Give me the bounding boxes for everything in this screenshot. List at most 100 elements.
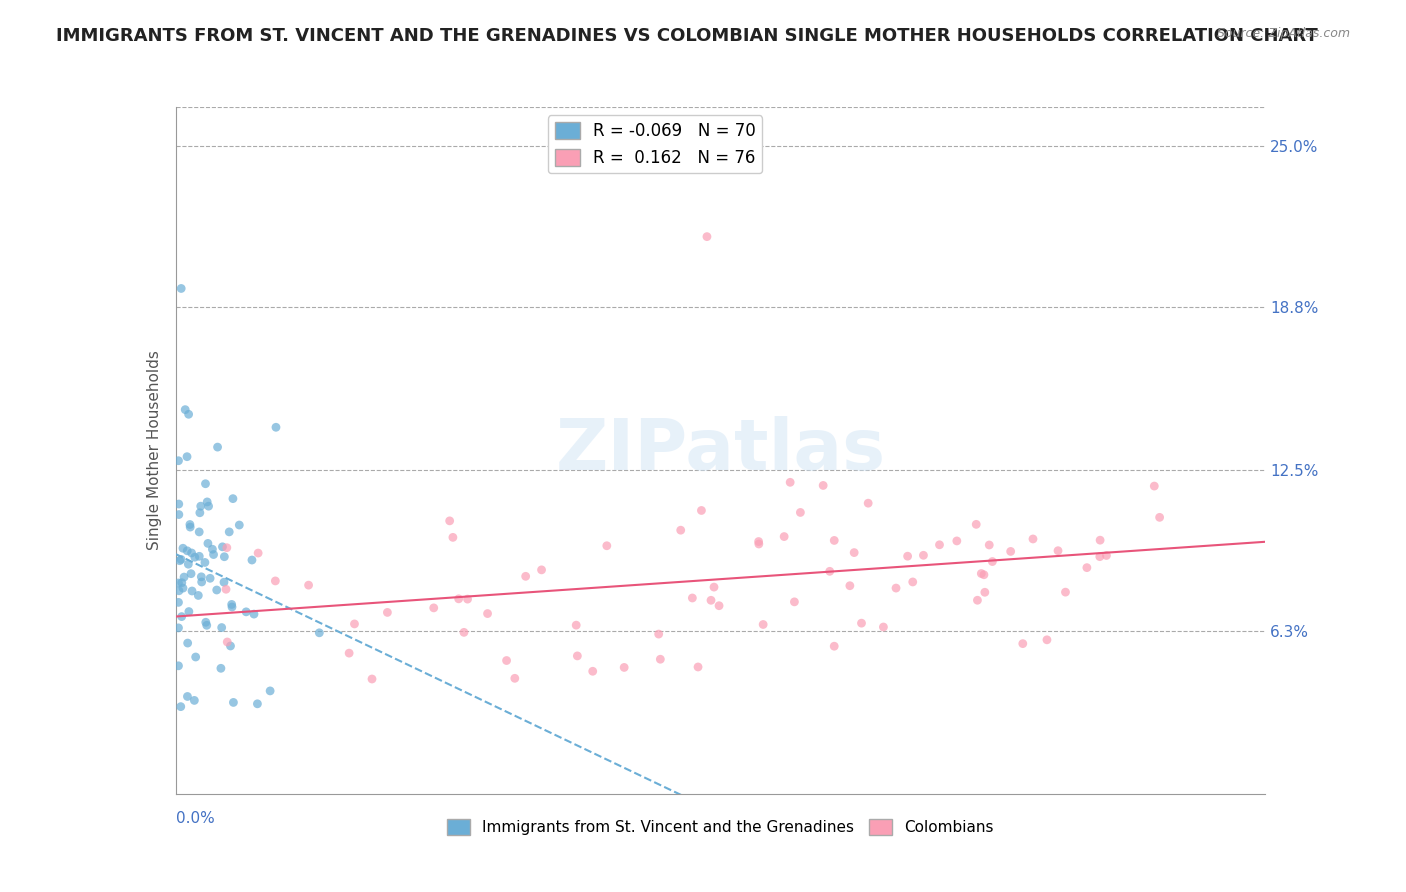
Point	[240, 553, 263, 567]
Point	[215, 582, 238, 597]
Y-axis label: Single Mother Households: Single Mother Households	[146, 351, 162, 550]
Point	[214, 549, 236, 564]
Point	[205, 582, 228, 597]
Point	[844, 546, 866, 560]
Point	[647, 627, 669, 641]
Point	[180, 546, 202, 560]
Text: 0.0%: 0.0%	[176, 811, 215, 826]
Point	[264, 420, 287, 434]
Point	[779, 475, 801, 490]
Point	[1022, 532, 1045, 546]
Point	[197, 499, 219, 513]
Point	[176, 450, 198, 464]
Point	[789, 505, 811, 519]
Point	[170, 699, 193, 714]
Point	[215, 541, 238, 555]
Point	[1143, 479, 1166, 493]
Point	[515, 569, 537, 583]
Point	[198, 571, 221, 585]
Point	[946, 533, 969, 548]
Point	[179, 520, 201, 534]
Point	[530, 563, 553, 577]
Point	[308, 625, 330, 640]
Point	[856, 496, 879, 510]
Point	[194, 615, 217, 630]
Point	[170, 552, 193, 566]
Point	[194, 476, 217, 491]
Point	[217, 635, 239, 649]
Point	[686, 660, 709, 674]
Point	[177, 558, 200, 572]
Point	[981, 555, 1004, 569]
Point	[422, 600, 444, 615]
Point	[1000, 544, 1022, 558]
Point	[202, 548, 225, 562]
Point	[707, 599, 730, 613]
Point	[201, 542, 224, 557]
Point	[209, 661, 232, 675]
Point	[188, 524, 211, 539]
Point	[195, 618, 218, 632]
Point	[169, 554, 191, 568]
Point	[176, 690, 198, 704]
Point	[190, 574, 212, 589]
Point	[195, 495, 218, 509]
Point	[650, 652, 672, 666]
Point	[1011, 637, 1033, 651]
Point	[180, 566, 202, 581]
Point	[167, 508, 190, 522]
Point	[219, 639, 242, 653]
Point	[690, 503, 713, 517]
Point	[174, 402, 197, 417]
Text: IMMIGRANTS FROM ST. VINCENT AND THE GRENADINES VS COLOMBIAN SINGLE MOTHER HOUSEH: IMMIGRANTS FROM ST. VINCENT AND THE GREN…	[56, 27, 1317, 45]
Point	[503, 671, 526, 685]
Point	[966, 593, 988, 607]
Point	[337, 646, 360, 660]
Point	[441, 530, 464, 544]
Point	[669, 523, 692, 537]
Point	[565, 618, 588, 632]
Point	[211, 540, 233, 554]
Point	[222, 695, 245, 709]
Point	[170, 281, 193, 295]
Point	[979, 538, 1001, 552]
Point	[228, 518, 250, 533]
Point	[167, 583, 190, 598]
Point	[188, 549, 211, 564]
Point	[1076, 560, 1098, 574]
Point	[212, 575, 235, 590]
Point	[447, 591, 470, 606]
Point	[439, 514, 461, 528]
Point	[457, 592, 479, 607]
Point	[172, 541, 194, 556]
Point	[190, 499, 212, 513]
Point	[377, 606, 399, 620]
Point	[176, 543, 198, 558]
Point	[681, 591, 703, 605]
Point	[197, 536, 219, 550]
Point	[582, 665, 605, 679]
Point	[851, 616, 873, 631]
Point	[613, 660, 636, 674]
Point	[818, 564, 841, 578]
Point	[897, 549, 920, 564]
Point	[167, 576, 190, 591]
Point	[872, 620, 894, 634]
Point	[173, 570, 195, 584]
Point	[1036, 632, 1059, 647]
Point	[211, 621, 233, 635]
Point	[246, 697, 269, 711]
Point	[177, 407, 200, 421]
Point	[181, 584, 204, 599]
Point	[453, 625, 475, 640]
Point	[700, 593, 723, 607]
Point	[965, 517, 987, 532]
Point	[179, 517, 201, 532]
Point	[970, 566, 993, 581]
Point	[1088, 549, 1111, 564]
Point	[361, 672, 384, 686]
Point	[1047, 543, 1070, 558]
Point	[343, 616, 366, 631]
Point	[884, 581, 907, 595]
Point	[748, 537, 770, 551]
